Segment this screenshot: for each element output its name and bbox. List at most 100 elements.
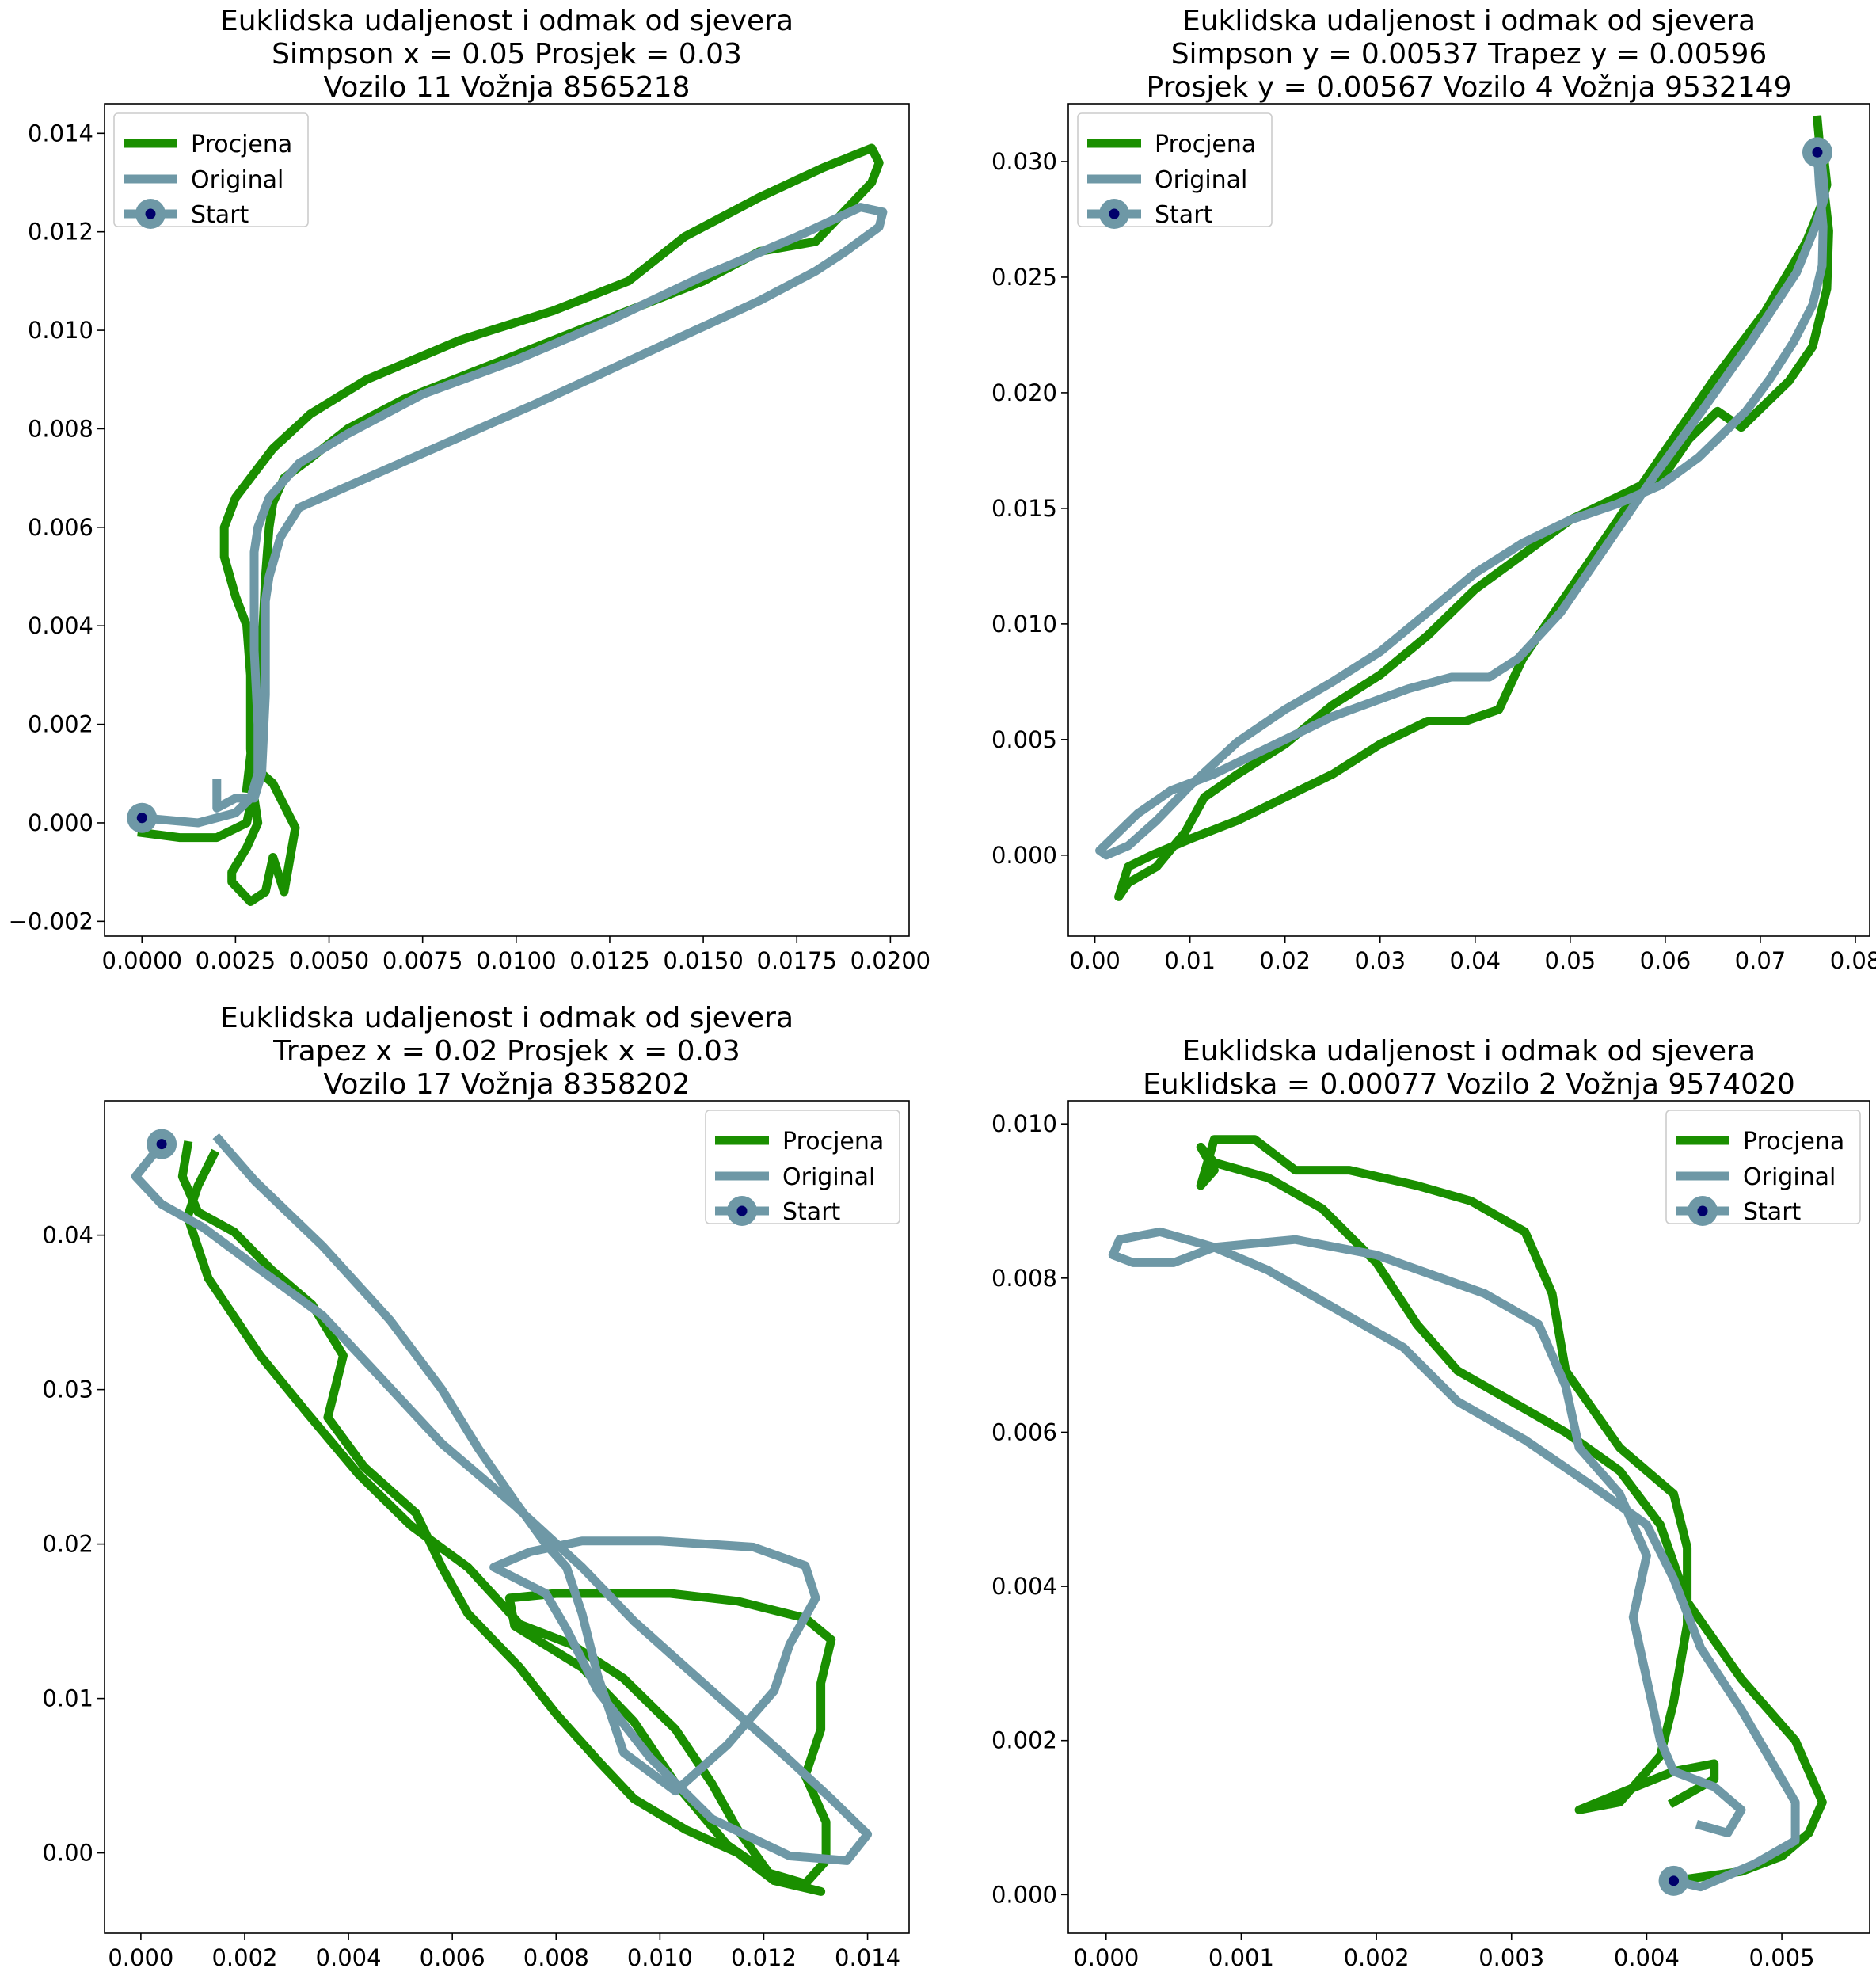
x-tick-label: 0.0125: [569, 947, 649, 974]
x-tick-label: 0.06: [1640, 947, 1691, 974]
x-tick-label: 0.004: [316, 1944, 382, 1971]
x-tick-label: 0.03: [1354, 947, 1406, 974]
x-tick-label: 0.006: [420, 1944, 485, 1971]
legend: Procjena Original Start: [1077, 112, 1273, 229]
y-tick-label: 0.005: [991, 726, 1057, 753]
y-tick-label: 0.010: [991, 611, 1057, 638]
legend-start-marker-center: [1109, 208, 1120, 219]
y-tick-label: 0.010: [991, 1110, 1057, 1137]
x-tick-label: 0.000: [108, 1944, 173, 1971]
legend-label: Original: [191, 166, 283, 194]
y-tick-label: 0.014: [28, 120, 93, 147]
axes-frame: [104, 1100, 910, 1934]
x-tick-label: 0.0025: [196, 947, 276, 974]
legend-label: Procjena: [782, 1128, 884, 1155]
y-tick-label: 0.000: [991, 842, 1057, 869]
x-tick-label: 0.0050: [289, 947, 369, 974]
y-tick-label: 0.000: [991, 1881, 1057, 1908]
x-tick-label: 0.003: [1478, 1944, 1544, 1971]
legend-label: Procjena: [1743, 1128, 1844, 1155]
legend: Procjena Original Start: [705, 1110, 900, 1226]
series-line-original: [1095, 147, 1830, 860]
y-tick-label: 0.04: [42, 1222, 93, 1249]
plot-area: [1095, 115, 1833, 901]
x-tick-label: 0.05: [1545, 947, 1596, 974]
series-line-procjena: [1114, 115, 1833, 901]
y-tick-label: 0.002: [28, 711, 93, 738]
plot-area: [131, 1129, 873, 1896]
chart-title-line: Vozilo 17 Vožnja 8358202: [324, 1068, 691, 1101]
y-tick-label: 0.025: [991, 264, 1057, 291]
x-tick-label: 0.0175: [756, 947, 836, 974]
legend-label: Original: [1743, 1163, 1836, 1191]
legend: Procjena Original Start: [1665, 1110, 1861, 1226]
x-tick-label: 0.04: [1450, 947, 1501, 974]
x-tick-label: 0.0100: [476, 947, 556, 974]
y-tick-label: 0.010: [28, 317, 93, 344]
legend-label: Procjena: [1155, 131, 1256, 158]
chart-title-line: Euklidska udaljenost i odmak od sjevera: [220, 5, 793, 37]
x-tick-label: 0.0150: [663, 947, 743, 974]
legend-start-marker-center: [736, 1205, 748, 1216]
x-tick-label: 0.012: [731, 1944, 797, 1971]
start-marker-center: [1669, 1875, 1680, 1886]
subplot-1: Euklidska udaljenost i odmak od sjevera S…: [9, 5, 930, 974]
x-tick-label: 0.010: [627, 1944, 693, 1971]
x-tick-label: 0.008: [523, 1944, 589, 1971]
y-tick-label: 0.00: [42, 1840, 93, 1867]
x-tick-label: 0.08: [1830, 947, 1876, 974]
chart-title-line: Simpson y = 0.00537 Trapez y = 0.00596: [1171, 38, 1768, 70]
series-line-procjena: [1196, 1135, 1827, 1886]
chart-title-line: Euklidska udaljenost i odmak od sjevera: [1182, 5, 1756, 37]
chart-title-line: Prosjek y = 0.00567 Vozilo 4 Vožnja 9532…: [1147, 71, 1792, 104]
x-tick-label: 0.0075: [382, 947, 462, 974]
y-tick-label: 0.03: [42, 1376, 93, 1403]
legend-label: Original: [1155, 166, 1247, 194]
legend-label: Start: [782, 1198, 841, 1226]
start-marker-center: [156, 1139, 167, 1150]
axes-frame: [104, 103, 910, 937]
legend: Procjena Original Start: [113, 112, 309, 229]
x-tick-label: 0.002: [211, 1944, 277, 1971]
y-tick-label: 0.004: [28, 612, 93, 639]
x-tick-label: 0.07: [1735, 947, 1787, 974]
x-tick-label: 0.002: [1344, 1944, 1410, 1971]
y-tick-label: 0.030: [991, 148, 1057, 175]
y-tick-label: 0.006: [991, 1418, 1057, 1445]
subplot-3: Euklidska udaljenost i odmak od sjeveraT…: [42, 1002, 910, 1971]
series-line-procjena: [137, 143, 884, 906]
legend-start-marker-center: [1697, 1205, 1708, 1216]
y-tick-label: 0.012: [28, 219, 93, 246]
y-tick-label: 0.006: [28, 514, 93, 541]
x-tick-label: 0.00: [1069, 947, 1121, 974]
y-tick-label: 0.008: [28, 415, 93, 442]
y-tick-label: 0.004: [991, 1573, 1057, 1600]
legend-label: Original: [782, 1163, 875, 1191]
series-line-procjena: [177, 1140, 836, 1896]
y-tick-label: 0.02: [42, 1531, 93, 1558]
series-line-original: [131, 1133, 873, 1865]
plot-area: [1108, 1135, 1827, 1896]
chart-title-line: Vozilo 11 Vožnja 8565218: [324, 71, 691, 104]
series-line-original: [1108, 1227, 1800, 1892]
legend-label: Procjena: [191, 131, 292, 158]
legend-start-marker-center: [145, 208, 156, 219]
x-tick-label: 0.005: [1749, 1944, 1815, 1971]
series-line-original: [137, 203, 888, 828]
y-tick-label: 0.01: [42, 1685, 93, 1712]
x-tick-label: 0.001: [1208, 1944, 1274, 1971]
subplot-4: Euklidska udaljenost i odmak od sjeveraE…: [991, 1035, 1870, 1971]
chart-title-line: Euklidska udaljenost i odmak od sjevera: [220, 1002, 793, 1034]
start-marker-center: [1812, 147, 1823, 158]
start-marker-center: [136, 813, 147, 824]
x-tick-label: 0.02: [1259, 947, 1311, 974]
plot-area: [127, 143, 888, 906]
y-tick-label: 0.020: [991, 379, 1057, 406]
x-tick-label: 0.01: [1164, 947, 1216, 974]
legend-label: Start: [191, 201, 249, 229]
x-tick-label: 0.0200: [850, 947, 930, 974]
subplot-2: Euklidska udaljenost i odmak od sjeveraS…: [991, 5, 1876, 974]
y-tick-label: 0.015: [991, 495, 1057, 522]
legend-label: Start: [1743, 1198, 1802, 1226]
